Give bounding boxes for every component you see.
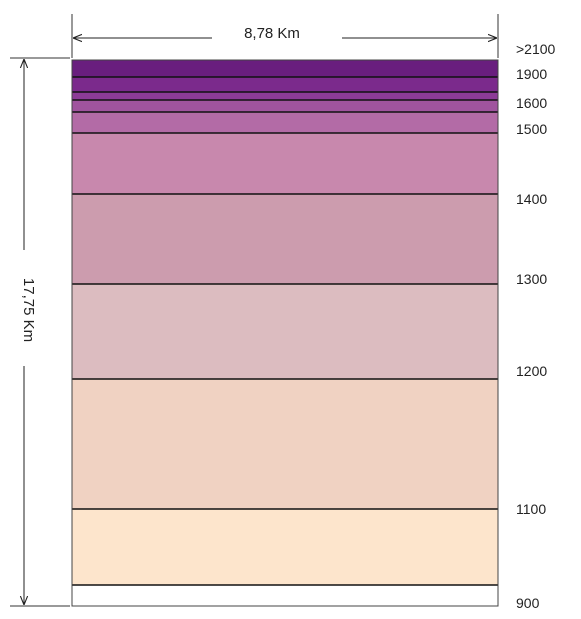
elevation-band <box>72 92 498 100</box>
elevation-label: 1900 <box>516 66 547 82</box>
elevation-label: 1600 <box>516 95 547 111</box>
height-dimension: 17,75 Km <box>10 57 70 607</box>
elevation-band <box>72 284 498 379</box>
elevation-band <box>72 77 498 92</box>
elevation-label: 1100 <box>516 501 546 517</box>
height-label: 17,75 Km <box>20 278 37 342</box>
elevation-labels: >2100 1900 1600 1500 1400 1300 1200 1100 900 <box>516 41 556 611</box>
elevation-label: 1300 <box>516 271 547 287</box>
width-dimension: 8,78 Km <box>71 14 499 58</box>
elevation-band <box>72 133 498 194</box>
width-label: 8,78 Km <box>244 25 300 42</box>
elevation-label: 1500 <box>516 121 547 137</box>
elevation-band <box>72 194 498 284</box>
elevation-band <box>72 100 498 112</box>
elevation-bands <box>71 59 499 607</box>
elevation-label: >2100 <box>516 41 556 57</box>
elevation-band <box>72 379 498 509</box>
diagram-outline <box>71 59 499 607</box>
elevation-label: 1400 <box>516 191 547 207</box>
elevation-label: 900 <box>516 595 540 611</box>
elevation-label: 1200 <box>516 363 547 379</box>
elevation-band <box>72 112 498 133</box>
elevation-band <box>72 509 498 585</box>
elevation-band <box>72 585 498 606</box>
elevation-band <box>72 60 498 77</box>
